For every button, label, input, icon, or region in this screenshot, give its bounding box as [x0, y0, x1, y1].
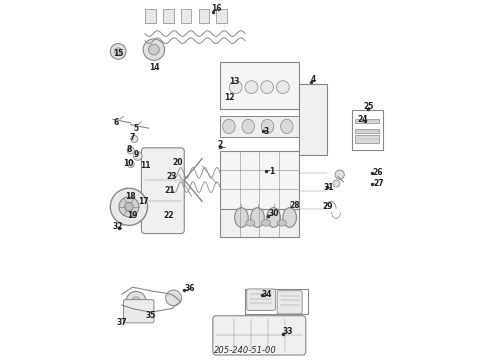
Circle shape [229, 81, 242, 94]
FancyBboxPatch shape [220, 62, 298, 109]
FancyBboxPatch shape [277, 291, 302, 314]
Circle shape [245, 81, 258, 94]
FancyBboxPatch shape [220, 208, 298, 237]
Circle shape [126, 292, 146, 311]
Circle shape [131, 297, 141, 306]
FancyBboxPatch shape [220, 152, 298, 208]
Text: 23: 23 [167, 172, 177, 181]
Circle shape [261, 81, 273, 94]
Text: 32: 32 [113, 222, 123, 231]
Circle shape [127, 147, 134, 154]
Circle shape [333, 180, 340, 187]
Ellipse shape [235, 208, 248, 227]
Bar [355, 129, 379, 133]
Text: 18: 18 [125, 192, 136, 201]
Ellipse shape [267, 208, 280, 227]
Ellipse shape [283, 208, 296, 227]
Bar [198, 9, 209, 23]
Text: 13: 13 [229, 77, 240, 86]
Text: 28: 28 [290, 201, 300, 210]
Ellipse shape [262, 220, 270, 226]
FancyBboxPatch shape [142, 148, 184, 234]
Bar [145, 9, 156, 23]
Text: 31: 31 [324, 183, 334, 192]
Text: 1: 1 [269, 167, 274, 176]
Circle shape [110, 44, 126, 59]
Text: 27: 27 [374, 179, 384, 188]
Circle shape [148, 44, 159, 55]
Circle shape [166, 290, 181, 306]
Text: 36: 36 [184, 284, 195, 293]
Text: 16: 16 [211, 4, 221, 13]
Text: 2: 2 [218, 140, 222, 149]
Text: 205-240-51-00: 205-240-51-00 [214, 346, 276, 355]
Text: 15: 15 [113, 49, 123, 58]
Text: 35: 35 [145, 311, 155, 320]
Circle shape [127, 160, 134, 167]
Text: 10: 10 [123, 159, 134, 168]
Text: 6: 6 [114, 118, 119, 127]
Ellipse shape [242, 119, 254, 134]
Text: 8: 8 [126, 145, 132, 154]
Circle shape [134, 152, 142, 160]
Ellipse shape [277, 220, 286, 226]
FancyBboxPatch shape [247, 289, 275, 310]
Circle shape [143, 39, 165, 60]
FancyBboxPatch shape [123, 300, 154, 323]
Text: 25: 25 [363, 102, 373, 111]
Circle shape [335, 170, 344, 179]
Circle shape [115, 48, 122, 55]
Text: 29: 29 [322, 202, 332, 211]
Bar [352, 111, 383, 150]
Text: 24: 24 [358, 115, 368, 124]
Text: 37: 37 [117, 318, 127, 327]
Text: 3: 3 [264, 127, 269, 136]
Bar [245, 289, 308, 314]
Ellipse shape [281, 119, 293, 134]
Circle shape [124, 203, 133, 211]
Ellipse shape [246, 220, 255, 226]
Bar [181, 9, 192, 23]
Text: 26: 26 [372, 168, 382, 177]
Text: 14: 14 [148, 63, 159, 72]
Text: 7: 7 [130, 132, 135, 141]
Text: 11: 11 [140, 161, 150, 170]
Text: 17: 17 [138, 197, 148, 206]
Text: 20: 20 [172, 158, 182, 167]
Text: 4: 4 [310, 76, 316, 85]
Ellipse shape [222, 119, 235, 134]
Circle shape [131, 135, 138, 143]
Bar [163, 9, 173, 23]
Bar [355, 135, 379, 143]
Text: 22: 22 [163, 211, 173, 220]
Circle shape [276, 81, 289, 94]
Text: 5: 5 [133, 124, 139, 133]
FancyBboxPatch shape [220, 116, 298, 137]
Text: 12: 12 [223, 93, 234, 102]
Ellipse shape [251, 208, 264, 227]
Text: 33: 33 [283, 327, 293, 336]
Text: 19: 19 [127, 211, 138, 220]
Circle shape [110, 188, 147, 225]
Text: 34: 34 [261, 290, 271, 299]
Text: 21: 21 [165, 186, 175, 195]
Bar [217, 9, 227, 23]
Text: 9: 9 [133, 150, 139, 159]
Text: 30: 30 [269, 210, 279, 219]
Circle shape [119, 197, 139, 217]
Bar [355, 118, 379, 123]
Ellipse shape [261, 119, 274, 134]
FancyBboxPatch shape [213, 316, 306, 355]
FancyBboxPatch shape [298, 84, 327, 155]
